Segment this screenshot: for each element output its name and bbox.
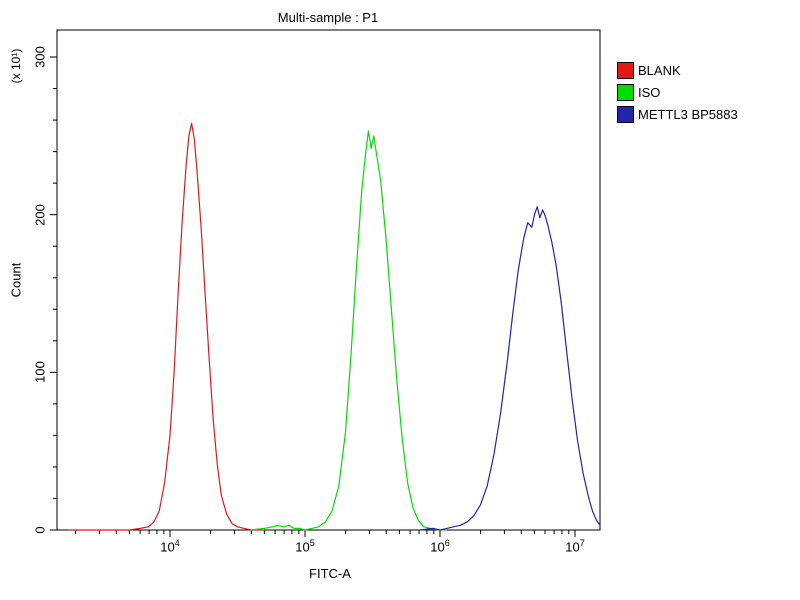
y-tick-label: 0 (32, 526, 48, 534)
legend: BLANK ISO METTL3 BP5883 (617, 62, 738, 128)
legend-item-mettl3: METTL3 BP5883 (617, 106, 738, 123)
legend-item-iso: ISO (617, 84, 738, 101)
x-tick-label: 107 (565, 538, 585, 555)
y-axis-label: Count (8, 262, 24, 298)
legend-swatch-iso (617, 84, 634, 101)
y-tick-label: 100 (32, 361, 48, 384)
legend-label-blank: BLANK (638, 63, 681, 78)
legend-label-mettl3: METTL3 BP5883 (638, 107, 738, 122)
legend-swatch-blank (617, 62, 634, 79)
legend-swatch-mettl3 (617, 106, 634, 123)
x-tick-label: 104 (160, 538, 180, 555)
x-tick-label: 105 (295, 538, 315, 555)
legend-label-iso: ISO (638, 85, 661, 100)
y-axis-unit-label: (x 10¹) (9, 48, 23, 84)
chart-title: Multi-sample : P1 (277, 10, 379, 25)
x-tick-label: 106 (430, 538, 450, 555)
y-tick-label: 200 (32, 203, 48, 226)
y-tick-label: 300 (32, 46, 48, 68)
legend-item-blank: BLANK (617, 62, 738, 79)
x-axis-label: FITC-A (309, 566, 351, 581)
